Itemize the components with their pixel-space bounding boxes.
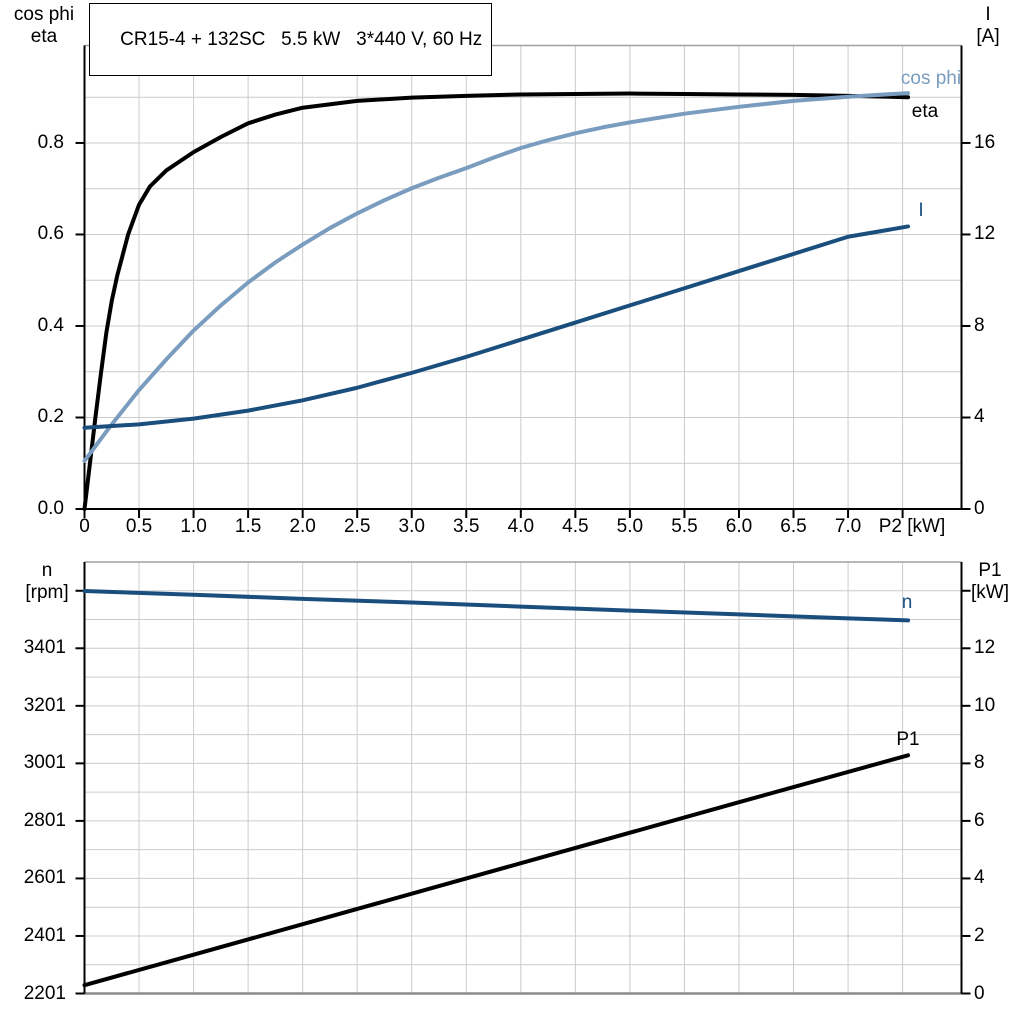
right-tick-label: 4 bbox=[974, 406, 985, 428]
curve-label-eta: eta bbox=[911, 101, 939, 122]
right-tick-label: 2 bbox=[974, 924, 985, 946]
curve-label-n: n bbox=[901, 592, 913, 613]
x-tick-label: 3.0 bbox=[398, 516, 425, 537]
right-tick-label: 8 bbox=[974, 752, 985, 774]
right-axis-title: I bbox=[985, 4, 991, 25]
right-tick-label: 0 bbox=[974, 498, 985, 519]
left-tick-label: 0.6 bbox=[37, 223, 64, 245]
x-tick-label: 0 bbox=[79, 516, 90, 537]
x-tick-label: 5.0 bbox=[616, 516, 644, 537]
left-tick-label: 0.2 bbox=[37, 406, 64, 428]
left-tick-label: 0.8 bbox=[37, 131, 64, 153]
x-tick-label: 0.5 bbox=[125, 516, 153, 537]
curve-label-I: I bbox=[918, 200, 924, 221]
x-tick-label: 4.0 bbox=[507, 516, 535, 537]
x-tick-label: 1.5 bbox=[234, 516, 262, 537]
left-tick-label: 2601 bbox=[23, 867, 66, 889]
curve-label-P1: P1 bbox=[896, 729, 920, 750]
chart-title-box: CR15-4 + 132SC 5.5 kW 3*440 V, 60 Hz bbox=[89, 3, 493, 76]
curve-cos_phi bbox=[82, 91, 911, 463]
right-tick-label: 12 bbox=[974, 637, 996, 659]
left-axis-title: [rpm] bbox=[25, 582, 69, 603]
right-tick-label: 4 bbox=[974, 867, 985, 889]
right-tick-label: 8 bbox=[974, 314, 985, 336]
right-axis-title: P1 bbox=[978, 560, 1002, 581]
right-tick-label: 0 bbox=[974, 982, 985, 1004]
curve-I bbox=[82, 224, 911, 430]
curve-label-cos_phi: cos phi bbox=[900, 68, 962, 89]
left-axis-title: eta bbox=[30, 26, 58, 47]
right-axis-title: [kW] bbox=[971, 582, 1009, 603]
x-tick-label: 2.0 bbox=[289, 516, 316, 537]
left-axis-title: cos phi bbox=[13, 4, 75, 25]
curve-P1 bbox=[82, 753, 911, 988]
x-tick-label: 4.5 bbox=[562, 516, 589, 537]
x-tick-label: 3.5 bbox=[453, 516, 480, 537]
right-tick-label: 12 bbox=[974, 223, 996, 245]
curve-eta bbox=[82, 91, 911, 511]
x-axis-unit-label: P2 [kW] bbox=[878, 516, 946, 537]
left-tick-label: 2801 bbox=[23, 809, 66, 831]
left-tick-label: 3001 bbox=[23, 752, 66, 774]
left-tick-label: 0.0 bbox=[37, 498, 64, 519]
left-tick-label: 2201 bbox=[23, 982, 66, 1004]
right-axis-title: [A] bbox=[976, 26, 1000, 47]
left-axis-title: n bbox=[41, 560, 53, 581]
chart-title: CR15-4 + 132SC 5.5 kW 3*440 V, 60 Hz bbox=[120, 29, 483, 50]
curve-n bbox=[82, 589, 911, 623]
x-tick-label: 1.0 bbox=[180, 516, 207, 537]
right-tick-label: 6 bbox=[974, 809, 985, 831]
x-tick-label: 2.5 bbox=[343, 516, 371, 537]
left-tick-label: 2401 bbox=[23, 924, 66, 946]
x-tick-label: 6.0 bbox=[725, 516, 753, 537]
right-tick-label: 16 bbox=[974, 131, 996, 153]
x-tick-label: 7.0 bbox=[834, 516, 862, 537]
left-tick-label: 3201 bbox=[23, 694, 66, 716]
left-tick-label: 3401 bbox=[23, 637, 66, 659]
left-tick-label: 0.4 bbox=[37, 314, 64, 336]
x-tick-label: 6.5 bbox=[780, 516, 807, 537]
x-tick-label: 5.5 bbox=[671, 516, 698, 537]
right-tick-label: 10 bbox=[974, 694, 996, 716]
